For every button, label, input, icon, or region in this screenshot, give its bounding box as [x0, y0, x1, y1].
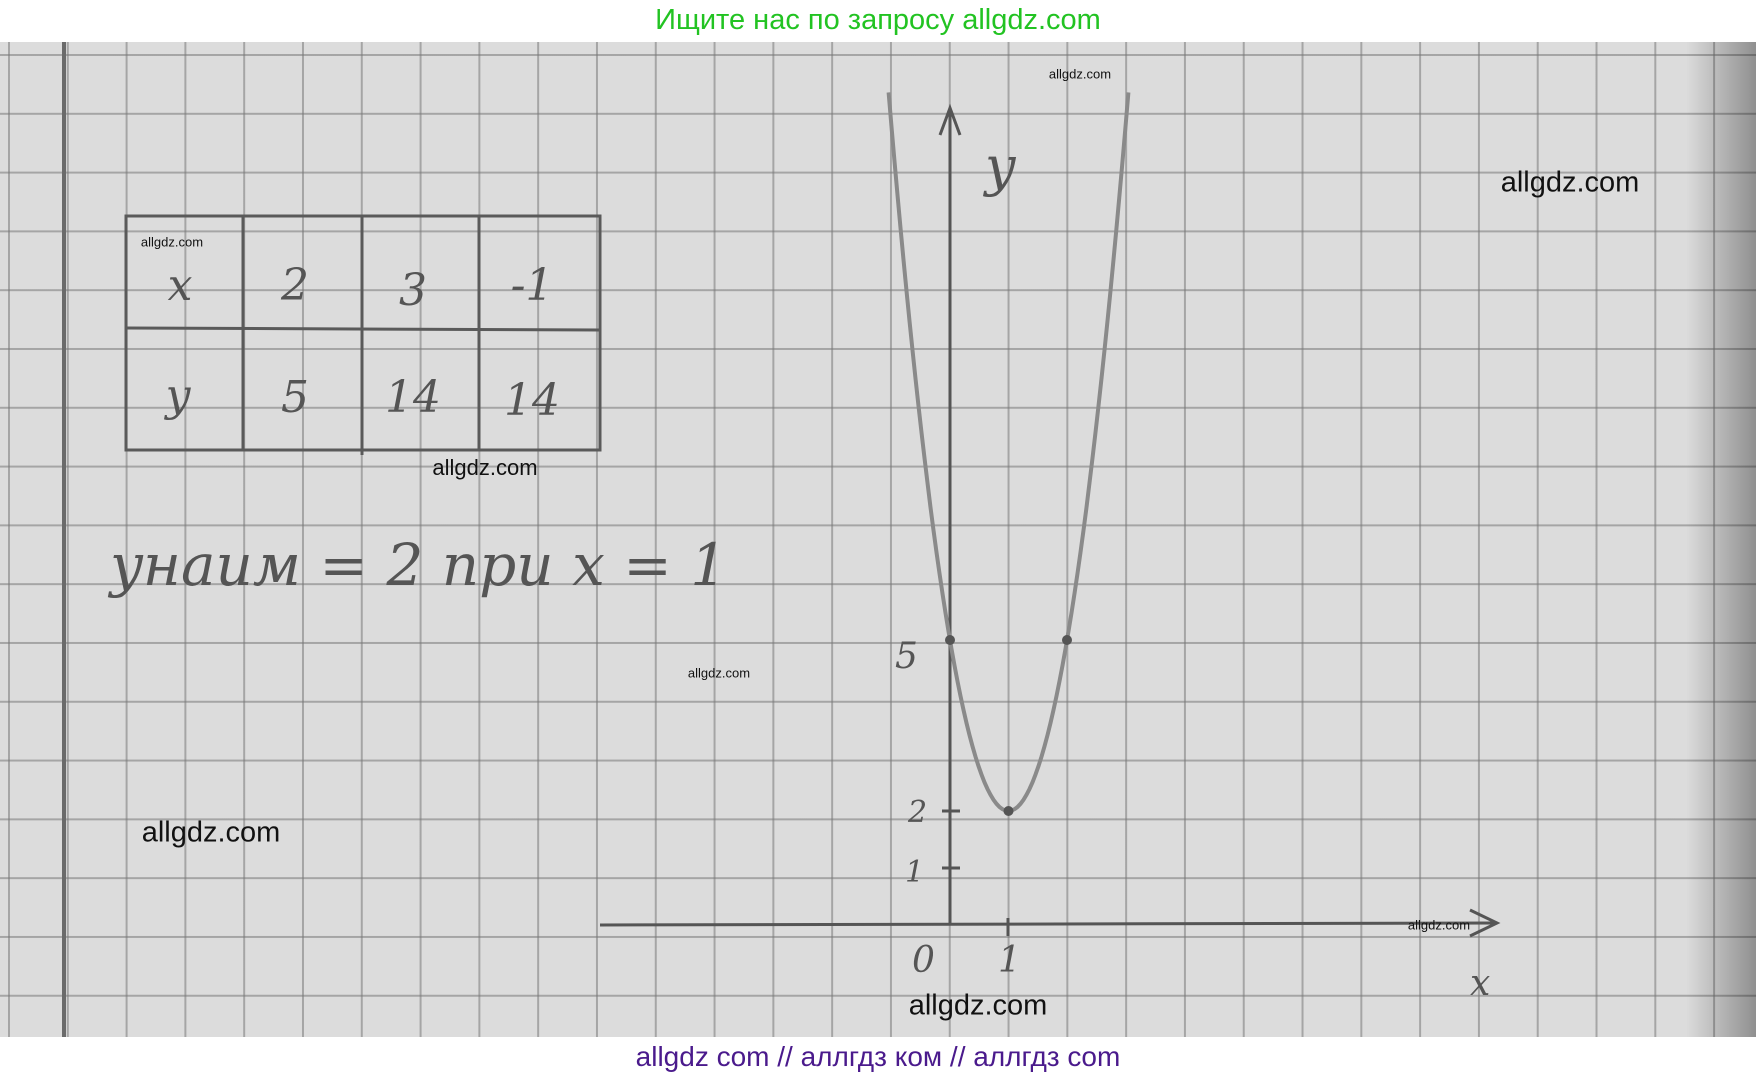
watermark: allgdz.com: [1500, 166, 1640, 199]
graph-point: [945, 635, 955, 645]
x-tick-label: 1: [998, 940, 1021, 981]
graph-point: [1003, 806, 1014, 816]
y-tick-label: 1: [905, 855, 924, 890]
table-cell: 14: [385, 372, 441, 423]
watermark: allgdz.com: [687, 665, 751, 681]
table-cell: -1: [511, 260, 554, 311]
table-cell: 3: [399, 265, 427, 316]
table-cell: 14: [504, 375, 560, 426]
watermark: allgdz.com: [432, 455, 538, 480]
y-axis-label: y: [983, 135, 1017, 198]
table-header-y: y: [164, 370, 192, 421]
y-axis-arrow: [938, 103, 962, 136]
margin-line: [62, 42, 66, 1037]
table-header-x: x: [168, 260, 193, 311]
watermark: allgdz.com: [1407, 917, 1471, 933]
origin-label: 0: [912, 940, 935, 981]
page-shadow: [1686, 42, 1756, 1037]
watermark: allgdz.com: [908, 989, 1048, 1022]
y-tick-label: 5: [895, 636, 918, 677]
table-cell: 5: [281, 372, 309, 423]
table-cell: 2: [280, 260, 309, 311]
site-footer: allgdz com // аллгдз ком // аллгдз com: [635, 1041, 1121, 1072]
watermark: allgdz.com: [141, 816, 281, 849]
watermark: allgdz.com: [1048, 66, 1112, 82]
x-axis-label: x: [1470, 963, 1490, 1004]
answer-text: yнаим = 2 при x = 1: [107, 531, 727, 599]
parabola-curve: [886, 92, 1131, 814]
x-axis-arrow: [1469, 908, 1501, 938]
watermark: allgdz.com: [140, 234, 204, 250]
value-table: [124, 214, 602, 455]
graph-point: [1062, 635, 1072, 645]
site-banner: Ищите нас по запросу allgdz.com: [655, 4, 1101, 36]
x-axis: [599, 921, 1496, 927]
graph-paper: [0, 42, 1756, 1037]
y-tick-label: 2: [907, 795, 927, 830]
